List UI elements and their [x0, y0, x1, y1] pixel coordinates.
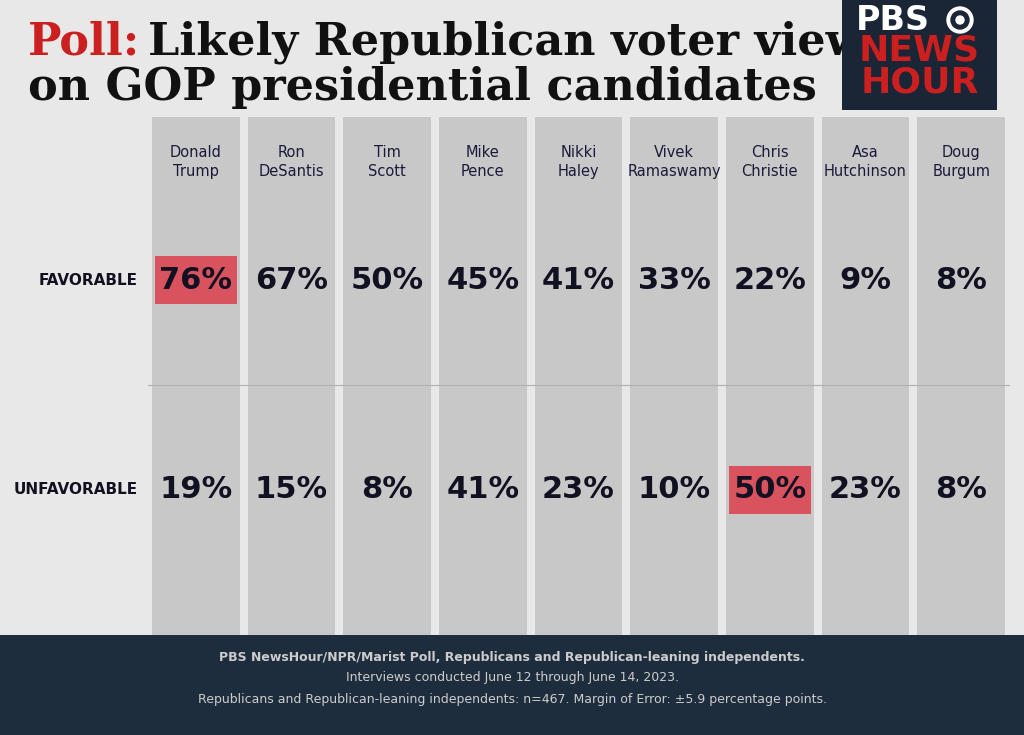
Text: Doug
Burgum: Doug Burgum: [932, 145, 990, 179]
Text: 10%: 10%: [638, 476, 711, 504]
Text: FAVORABLE: FAVORABLE: [39, 273, 138, 287]
Text: 76%: 76%: [160, 265, 232, 295]
Text: UNFAVORABLE: UNFAVORABLE: [14, 482, 138, 498]
Bar: [343, 117, 431, 635]
Bar: [0, 635, 1024, 735]
Text: 19%: 19%: [159, 476, 232, 504]
Text: NEWS: NEWS: [859, 33, 980, 67]
Text: Interviews conducted June 12 through June 14, 2023.: Interviews conducted June 12 through Jun…: [345, 672, 679, 684]
Text: Poll:: Poll:: [28, 21, 140, 63]
Bar: [439, 117, 526, 635]
Bar: [155, 256, 237, 304]
Text: 15%: 15%: [255, 476, 328, 504]
Text: 23%: 23%: [829, 476, 902, 504]
Text: Likely Republican voter views: Likely Republican voter views: [148, 21, 889, 64]
Text: 45%: 45%: [446, 265, 519, 295]
Text: 8%: 8%: [935, 476, 987, 504]
Text: 8%: 8%: [361, 476, 413, 504]
Bar: [821, 117, 909, 635]
Circle shape: [956, 16, 964, 24]
Text: Asa
Hutchinson: Asa Hutchinson: [824, 145, 907, 179]
Bar: [535, 117, 623, 635]
Text: Vivek
Ramaswamy: Vivek Ramaswamy: [628, 145, 721, 179]
Circle shape: [951, 11, 969, 29]
Text: Ron
DeSantis: Ron DeSantis: [259, 145, 325, 179]
Text: PBS NewsHour/NPR/Marist Poll, Republicans and Republican-leaning independents.: PBS NewsHour/NPR/Marist Poll, Republican…: [219, 650, 805, 664]
Text: 41%: 41%: [542, 265, 615, 295]
Circle shape: [947, 7, 973, 33]
Text: 50%: 50%: [350, 265, 424, 295]
Text: 8%: 8%: [935, 265, 987, 295]
Text: PBS: PBS: [856, 4, 930, 37]
Text: 33%: 33%: [638, 265, 711, 295]
Bar: [248, 117, 335, 635]
Bar: [631, 117, 718, 635]
Bar: [729, 466, 811, 514]
Text: Nikki
Haley: Nikki Haley: [558, 145, 599, 179]
Bar: [152, 117, 240, 635]
Text: HOUR: HOUR: [860, 65, 979, 99]
Text: 22%: 22%: [733, 265, 806, 295]
Text: 41%: 41%: [446, 476, 519, 504]
Text: on GOP presidential candidates: on GOP presidential candidates: [28, 65, 817, 109]
Text: Mike
Pence: Mike Pence: [461, 145, 505, 179]
Text: 67%: 67%: [255, 265, 328, 295]
Text: 23%: 23%: [542, 476, 615, 504]
Bar: [726, 117, 814, 635]
Text: 50%: 50%: [733, 476, 806, 504]
Text: Chris
Christie: Chris Christie: [741, 145, 798, 179]
Text: Donald
Trump: Donald Trump: [170, 145, 222, 179]
Text: Tim
Scott: Tim Scott: [369, 145, 407, 179]
Text: Republicans and Republican-leaning independents: n=467. Margin of Error: ±5.9 pe: Republicans and Republican-leaning indep…: [198, 692, 826, 706]
Bar: [842, 0, 997, 110]
Text: 9%: 9%: [840, 265, 892, 295]
Bar: [918, 117, 1005, 635]
